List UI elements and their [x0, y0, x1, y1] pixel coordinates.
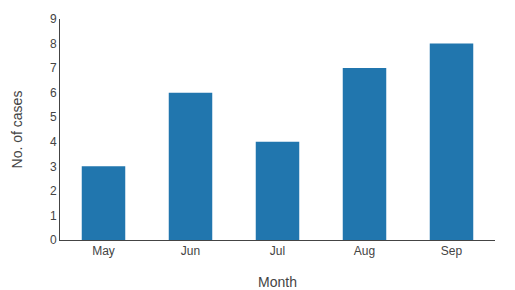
svg-text:4: 4: [50, 135, 57, 149]
svg-text:Jul: Jul: [270, 244, 285, 258]
svg-text:No. of cases: No. of cases: [9, 91, 25, 169]
svg-text:0: 0: [50, 233, 57, 247]
svg-text:Aug: Aug: [354, 244, 375, 258]
svg-text:1: 1: [50, 209, 57, 223]
svg-text:3: 3: [50, 160, 57, 174]
svg-text:6: 6: [50, 86, 57, 100]
svg-text:8: 8: [50, 37, 57, 51]
svg-text:May: May: [92, 244, 115, 258]
svg-text:9: 9: [50, 12, 57, 26]
svg-text:Month: Month: [258, 274, 297, 290]
svg-text:Sep: Sep: [441, 244, 463, 258]
svg-text:7: 7: [50, 61, 57, 75]
svg-text:2: 2: [50, 184, 57, 198]
svg-text:5: 5: [50, 110, 57, 124]
svg-text:Jun: Jun: [181, 244, 200, 258]
